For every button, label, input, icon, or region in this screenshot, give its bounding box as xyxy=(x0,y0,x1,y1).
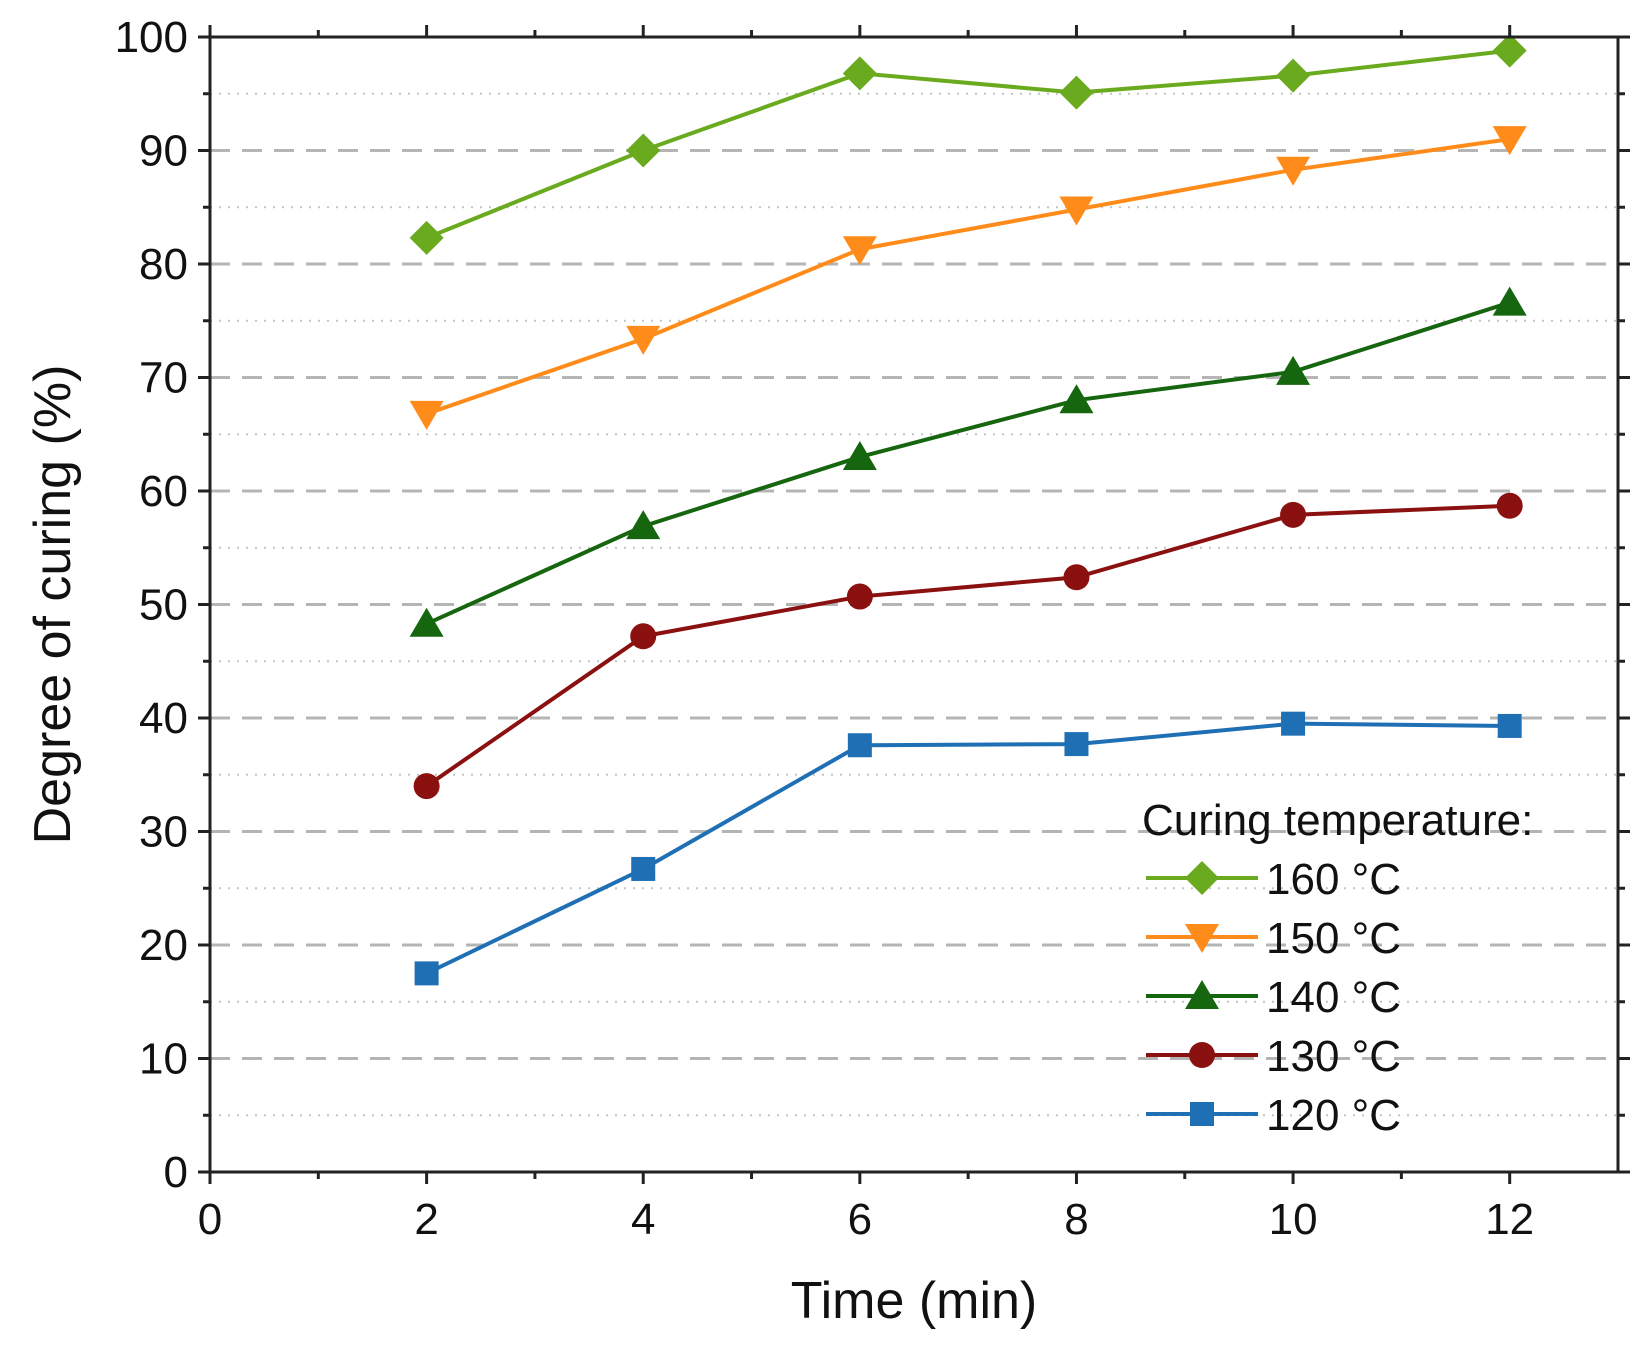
x-tick-label: 10 xyxy=(1269,1195,1318,1244)
data-point xyxy=(1276,156,1311,186)
x-tick-label: 0 xyxy=(198,1195,222,1244)
y-tick-label: 100 xyxy=(115,13,188,62)
series-130CC xyxy=(413,492,1523,800)
y-tick-label: 50 xyxy=(139,581,188,630)
series-layer xyxy=(409,33,1527,986)
data-point xyxy=(1276,58,1311,93)
x-tick-label: 4 xyxy=(631,1195,655,1244)
series-140CC xyxy=(409,286,1527,637)
legend-label: 160 °C xyxy=(1266,855,1401,904)
legend-title: Curing temperature: xyxy=(1142,796,1533,845)
ticks: 0 10 20 30 40 50 60 70 80 90 100 0 2 4 6 8 10 12 xyxy=(115,13,1630,1244)
series-150CC xyxy=(409,126,1527,430)
legend-label: 140 °C xyxy=(1266,973,1401,1022)
data-point xyxy=(1276,355,1311,385)
y-tick-label: 90 xyxy=(139,127,188,176)
data-point xyxy=(1497,713,1522,738)
y-tick-label: 70 xyxy=(139,354,188,403)
data-point xyxy=(1492,126,1527,156)
data-point xyxy=(846,583,873,610)
y-tick-label: 80 xyxy=(139,240,188,289)
legend-item: 120 °C xyxy=(1146,1091,1401,1140)
data-point xyxy=(847,733,872,758)
data-point xyxy=(414,961,439,986)
legend-item: 130 °C xyxy=(1146,1032,1401,1081)
legend-item: 140 °C xyxy=(1146,973,1401,1022)
series-160CC xyxy=(409,33,1527,255)
data-point xyxy=(842,236,877,266)
y-tick-label: 20 xyxy=(139,921,188,970)
data-point xyxy=(409,220,444,255)
data-point xyxy=(630,623,657,650)
data-point xyxy=(1064,732,1089,757)
legend-marker xyxy=(1185,980,1219,1009)
data-point xyxy=(1059,75,1094,110)
legend-label: 150 °C xyxy=(1266,914,1401,963)
y-axis-title: Degree of curing (%) xyxy=(24,365,82,845)
y-tick-label: 0 xyxy=(164,1148,188,1197)
legend-item: 150 °C xyxy=(1146,914,1401,963)
x-tick-label: 2 xyxy=(414,1195,438,1244)
data-point xyxy=(1059,196,1094,226)
data-point xyxy=(409,400,444,430)
series-120CC xyxy=(414,711,1522,986)
series-line xyxy=(425,300,1511,626)
data-point xyxy=(626,133,661,168)
grid xyxy=(210,35,1618,1117)
data-point xyxy=(626,325,661,355)
legend-marker xyxy=(1189,1042,1215,1068)
legend-label: 130 °C xyxy=(1266,1032,1401,1081)
data-point xyxy=(842,56,877,91)
y-tick-label: 60 xyxy=(139,467,188,516)
data-point xyxy=(626,510,661,540)
y-tick-label: 10 xyxy=(139,1035,188,1084)
series-line xyxy=(425,137,1510,416)
y-tick-label: 30 xyxy=(139,808,188,857)
x-tick-label: 6 xyxy=(848,1195,872,1244)
data-point xyxy=(1280,501,1307,528)
data-point xyxy=(1496,492,1523,519)
x-axis-title: Time (min) xyxy=(791,1272,1038,1330)
data-point xyxy=(1281,711,1306,736)
y-tick-label: 40 xyxy=(139,694,188,743)
data-point xyxy=(1059,384,1094,414)
series-line xyxy=(425,503,1510,788)
legend-marker xyxy=(1185,924,1219,953)
series-line xyxy=(425,48,1510,240)
data-point xyxy=(631,856,656,881)
x-tick-label: 12 xyxy=(1485,1195,1534,1244)
legend-marker xyxy=(1190,1102,1214,1126)
legend: Curing temperature: 160 °C 150 °C 140 °C 13… xyxy=(1142,796,1533,1140)
data-point xyxy=(409,607,444,637)
legend-marker xyxy=(1185,861,1219,895)
data-point xyxy=(1492,33,1527,68)
series-line xyxy=(425,721,1510,976)
legend-item: 160 °C xyxy=(1146,855,1401,904)
data-point xyxy=(842,440,877,470)
data-point xyxy=(413,773,440,800)
data-point xyxy=(1492,286,1527,316)
legend-label: 120 °C xyxy=(1266,1091,1401,1140)
x-tick-label: 8 xyxy=(1064,1195,1088,1244)
data-point xyxy=(1063,564,1090,591)
